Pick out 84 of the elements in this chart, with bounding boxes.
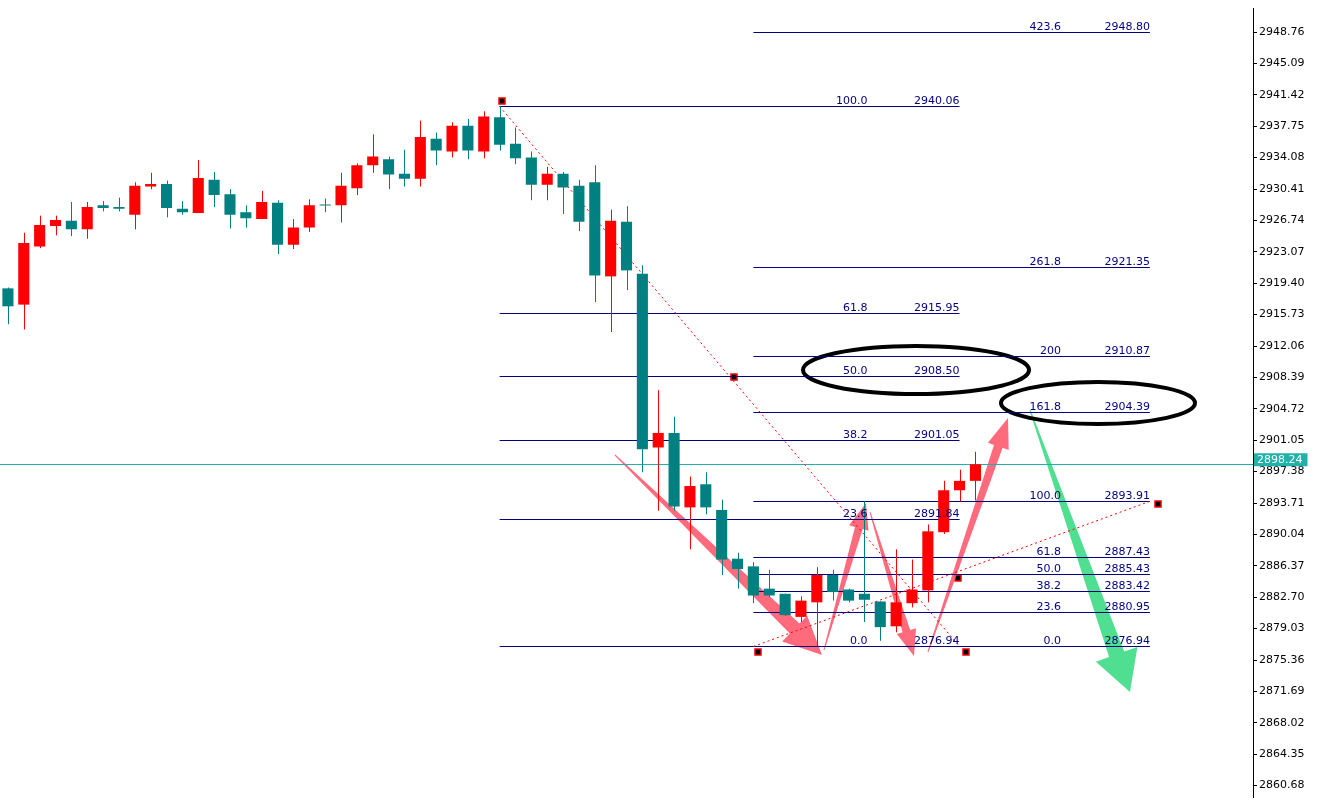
candlestick: [303, 198, 315, 233]
y-tick-label: 2897.38: [1259, 464, 1305, 478]
annotation: 0.0: [1043, 633, 1062, 647]
annotation: 38.2: [1036, 578, 1062, 592]
candlestick: [684, 476, 696, 550]
annotation: 50.0: [843, 363, 868, 377]
ref-line-label: 2904.39: [1104, 399, 1150, 413]
ref-line-label: 2901.05: [914, 427, 960, 441]
y-tick-label: 2875.36: [1259, 652, 1305, 666]
annotation: 61.8: [1036, 544, 1062, 558]
y-tick-label: 2948.76: [1259, 24, 1305, 38]
y-tick-label: 2890.04: [1259, 527, 1305, 541]
ref-line-label: 2940.06: [914, 93, 960, 107]
ref-line-label: 2893.91: [1104, 488, 1150, 502]
candlestick: [969, 451, 981, 502]
candlestick: [351, 162, 363, 196]
candlestick: [65, 201, 77, 237]
y-tick-label: 2868.02: [1259, 715, 1305, 729]
y-tick-label: 2937.75: [1259, 119, 1305, 133]
ref-line-label: 2910.87: [1104, 343, 1150, 357]
ref-line-label: 2898.24: [1257, 452, 1303, 466]
ref-line-label: 2948.80: [1104, 19, 1150, 33]
annotation: 0.0: [850, 633, 868, 647]
annotation: 423.6: [1029, 19, 1062, 33]
candlestick: [954, 469, 966, 502]
candlestick: [398, 149, 410, 188]
y-tick-label: 2886.37: [1259, 558, 1305, 572]
annotation: 161.8: [1029, 399, 1062, 413]
annotation: 261.8: [1029, 254, 1062, 268]
ref-line-label: 2921.35: [1104, 254, 1150, 268]
y-tick-label: 2871.69: [1259, 684, 1305, 698]
y-tick-label: 2923.07: [1259, 244, 1305, 258]
y-tick-label: 2919.40: [1259, 276, 1305, 290]
ref-line-label: 2908.50: [914, 363, 960, 377]
candlestick: [652, 389, 664, 512]
ref-line-label: 2887.43: [1104, 544, 1150, 558]
ref-line-label: 2885.43: [1104, 561, 1150, 575]
y-tick-label: 2879.03: [1259, 621, 1305, 635]
candlestick: [208, 171, 220, 208]
annotation: 23.6: [1036, 599, 1062, 613]
annotation: 38.2: [843, 427, 868, 441]
candlestick: [731, 552, 744, 590]
candlestick: [2, 287, 14, 325]
annotation: 200: [1040, 343, 1062, 357]
candlestick: [430, 132, 442, 166]
candlestick: [795, 595, 807, 623]
y-tick-label: 2901.05: [1259, 433, 1305, 447]
candlestick: [367, 133, 379, 174]
y-tick-label: 2934.08: [1259, 150, 1305, 164]
y-tick-label: 2908.39: [1259, 370, 1305, 384]
candlestick: [906, 559, 918, 608]
y-tick-label: 2941.42: [1259, 87, 1305, 101]
y-tick-label: 2904.72: [1259, 401, 1305, 415]
candlestick: [827, 569, 839, 602]
annotation: 61.8: [843, 300, 868, 314]
ref-line-label: 2915.95: [914, 300, 960, 314]
y-tick-label: 2912.06: [1259, 338, 1305, 352]
candlestick: [890, 548, 902, 633]
candlestick: [49, 215, 62, 236]
y-tick-label: 2860.68: [1259, 778, 1305, 792]
candlestick: [256, 190, 268, 220]
candlestick: [509, 127, 522, 165]
candlestick: [34, 215, 46, 249]
y-tick-label: 2930.41: [1259, 181, 1305, 195]
candlestick: [700, 471, 712, 515]
candlestick: [81, 201, 93, 240]
ref-line-label: 2880.95: [1104, 599, 1150, 613]
y-tick-label: 2926.74: [1259, 213, 1305, 227]
y-tick-label: 2945.09: [1259, 56, 1305, 70]
ref-line-label: 2883.42: [1104, 578, 1150, 592]
candlestick: [541, 166, 553, 201]
candlestick: [160, 180, 173, 218]
candlestick: [287, 218, 299, 250]
candlestick: [383, 156, 395, 190]
candlestick: [557, 171, 569, 215]
candlestick: [240, 204, 252, 229]
candlestick: [335, 172, 347, 223]
y-tick-label: 2882.70: [1259, 590, 1305, 604]
y-tick-label: 2915.73: [1259, 307, 1305, 321]
candlestick: [224, 188, 236, 229]
annotation: 100.0: [836, 93, 868, 107]
y-tick-label: 2893.71: [1259, 495, 1305, 509]
y-tick-label: 2864.35: [1259, 747, 1305, 761]
annotation: 50.0: [1036, 561, 1062, 575]
